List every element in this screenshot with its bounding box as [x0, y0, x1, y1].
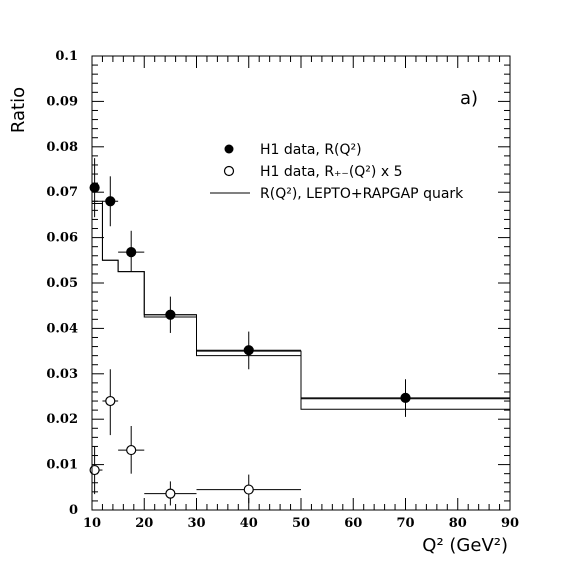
rpm-data-point [196, 474, 301, 504]
data-points [89, 158, 510, 506]
r-data-point [102, 176, 119, 227]
y-tick-label: 0.08 [46, 140, 78, 155]
legend-label-rpm: H1 data, R₊₋(Q²) x 5 [260, 164, 402, 180]
open-circle-marker [126, 444, 137, 456]
x-tick-label: 50 [292, 516, 310, 531]
open-circle-marker [243, 484, 254, 495]
y-tick-label: 0.06 [46, 231, 78, 246]
r-data-point [196, 331, 301, 370]
x-tick-label: 10 [83, 516, 101, 531]
x-axis-title: Q² (GeV²) [422, 535, 508, 556]
y-tick-label: 0.03 [46, 367, 78, 382]
r-data-point [118, 230, 145, 272]
x-tick-label: 70 [396, 516, 414, 531]
y-tick-label: 0.07 [46, 185, 78, 200]
open-circle-marker [105, 395, 116, 407]
y-tick-label: 0.04 [46, 321, 78, 336]
r-data-point [89, 158, 100, 218]
y-tick-label: 0.01 [46, 458, 78, 473]
legend: H1 data, R(Q²) H1 data, R₊₋(Q²) x 5 R(Q²… [210, 142, 464, 202]
x-tick-labels: 10 20 30 40 50 60 70 80 90 [83, 516, 519, 531]
tick-layer [91, 55, 511, 511]
rpm-data-point [144, 481, 197, 506]
legend-open-circle-marker [223, 165, 235, 177]
y-tick-label: 0.02 [46, 412, 78, 427]
x-tick-label: 90 [501, 516, 519, 531]
legend-label-r: H1 data, R(Q²) [260, 142, 362, 158]
open-circle-marker [165, 488, 176, 499]
legend-filled-circle-marker [224, 144, 234, 154]
y-tick-label: 0.09 [46, 94, 78, 109]
y-tick-label: 0.05 [46, 276, 78, 291]
rpm-data-point [118, 426, 145, 474]
plot-frame [91, 55, 511, 511]
r-data-point [301, 379, 510, 417]
panel-label: a) [460, 88, 478, 109]
y-tick-label: 0 [69, 503, 78, 518]
x-tick-label: 60 [344, 516, 362, 531]
open-circle-marker [89, 464, 100, 476]
mc-step-lower [92, 203, 510, 410]
y-axis-title: Ratio [8, 87, 29, 133]
rpm-data-point [102, 369, 119, 436]
filled-circle-marker [126, 247, 137, 258]
y-tick-labels: 0 0.01 0.02 0.03 0.04 0.05 0.06 0.07 0.08 0.09 0.1 [46, 49, 78, 518]
mc-histogram [92, 200, 510, 410]
y-tick-label: 0.1 [55, 49, 78, 64]
filled-circle-marker [243, 345, 254, 356]
filled-circle-marker [165, 309, 176, 320]
x-tick-label: 30 [187, 516, 205, 531]
r-data-point [144, 296, 197, 333]
filled-circle-marker [89, 182, 100, 193]
filled-circle-marker [105, 196, 116, 207]
x-tick-label: 80 [449, 516, 467, 531]
x-tick-label: 40 [240, 516, 258, 531]
legend-label-mc: R(Q²), LEPTO+RAPGAP quark [260, 186, 464, 202]
x-tick-label: 20 [135, 516, 153, 531]
filled-circle-marker [400, 392, 411, 403]
